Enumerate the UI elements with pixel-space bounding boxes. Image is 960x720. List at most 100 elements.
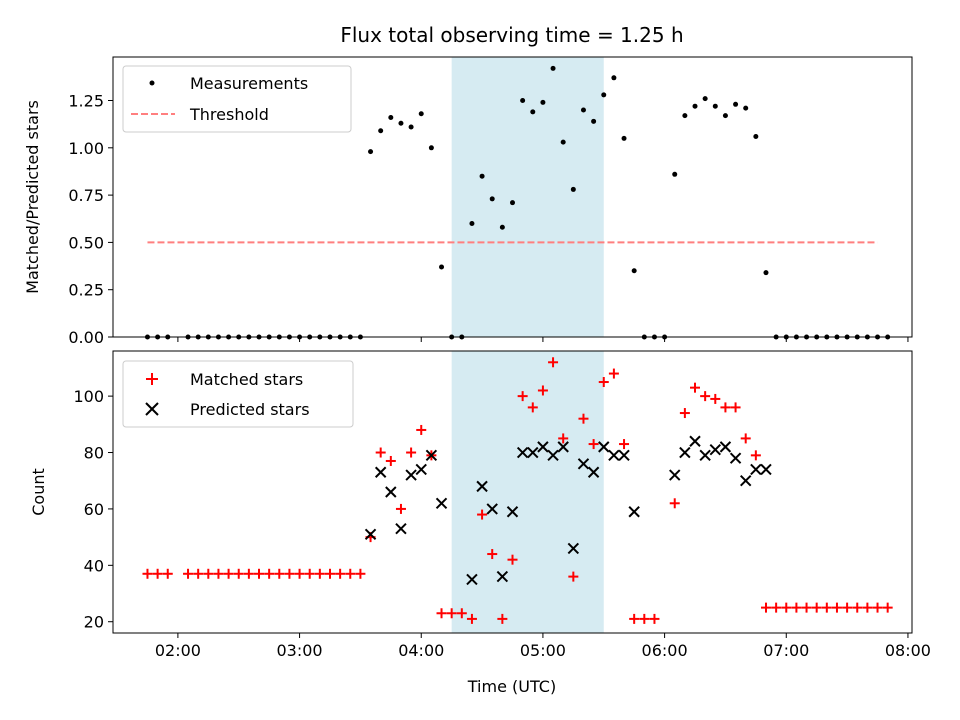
matched-stars-point	[183, 568, 194, 579]
legend-label-predicted-stars: Predicted stars	[190, 400, 310, 419]
matched-stars-point	[304, 568, 315, 579]
y-tick-label: 40	[84, 556, 104, 575]
measurements-point	[591, 118, 597, 124]
matched-stars-point	[314, 568, 325, 579]
predicted-stars-point	[577, 458, 590, 470]
predicted-stars-point	[537, 441, 549, 453]
matched-stars-point	[497, 613, 508, 624]
measurements-point	[378, 128, 384, 134]
matched-stars-point	[223, 568, 234, 579]
matched-stars-point	[750, 450, 761, 461]
matched-stars-point	[355, 568, 366, 579]
matched-stars-point	[669, 498, 680, 509]
matched-stars-point	[507, 554, 518, 565]
matched-stars-point	[649, 613, 660, 624]
predicted-stars-point	[760, 463, 772, 476]
y-tick-label: 100	[73, 387, 104, 406]
x-tick-label: 04:00	[398, 641, 444, 660]
x-tick-label: 07:00	[763, 641, 809, 660]
predicted-stars-point	[750, 463, 762, 476]
predicted-stars-point	[567, 542, 580, 555]
predicted-stars-point	[689, 435, 701, 447]
y-tick-label: 0.25	[68, 281, 104, 300]
measurements-point	[672, 171, 678, 177]
matched-stars-point	[558, 433, 569, 444]
chart-title: Flux total observing time = 1.25 h	[340, 23, 683, 47]
matched-stars-point	[608, 368, 619, 379]
measurements-point	[479, 173, 485, 179]
predicted-stars-point	[699, 449, 711, 462]
matched-stars-point	[781, 602, 792, 613]
measurements-point	[570, 186, 576, 192]
predicted-stars-point	[435, 497, 448, 509]
predicted-stars-point	[506, 506, 519, 518]
predicted-stars-point	[374, 466, 387, 478]
matched-stars-point	[639, 613, 650, 624]
predicted-stars-point	[669, 469, 681, 481]
matched-stars-point	[233, 568, 244, 579]
measurements-point	[702, 96, 708, 102]
predicted-stars-point	[740, 475, 752, 487]
matched-stars-point	[213, 568, 224, 579]
predicted-stars-point	[608, 449, 620, 462]
legend-label-threshold: Threshold	[189, 105, 269, 124]
matched-stars-point	[619, 439, 630, 450]
matched-stars-point	[679, 408, 690, 419]
matched-stars-point	[395, 503, 406, 514]
matched-stars-point	[335, 568, 346, 579]
predicted-stars-point	[557, 441, 569, 453]
x-tick-label: 03:00	[277, 641, 323, 660]
bottom-panel: 02:00 03:00 04:00 05:00 06:00 07:00 08:00 20 40 6…	[29, 350, 931, 696]
matched-stars-point	[375, 447, 386, 458]
matched-stars-point	[416, 424, 427, 435]
measurements-point	[368, 149, 374, 155]
predicted-stars-point	[679, 446, 691, 459]
matched-stars-point	[588, 439, 599, 450]
measurements-point	[439, 264, 445, 270]
measurements-point	[530, 109, 536, 115]
matched-stars-point	[193, 568, 204, 579]
predicted-stars-point	[709, 443, 721, 456]
matched-stars-point	[821, 602, 832, 613]
matched-stars-point	[629, 613, 640, 624]
predicted-stars-point	[415, 463, 427, 476]
measurements-point	[540, 99, 546, 105]
matched-stars-point	[700, 391, 711, 402]
predicted-stars-point	[527, 446, 539, 459]
matched-stars-point	[791, 602, 802, 613]
predicted-stars-point	[405, 469, 417, 481]
matched-stars-point	[527, 402, 538, 413]
legend-label-matched-stars: Matched stars	[190, 370, 303, 389]
bottom-legend: Matched stars Predicted stars	[122, 360, 354, 428]
matched-stars-point	[152, 568, 163, 579]
y-tick-label: 80	[84, 444, 104, 463]
matched-stars-point	[710, 393, 721, 404]
matched-stars-point	[801, 602, 812, 613]
measurements-point	[611, 75, 617, 81]
x-tick-label: 05:00	[520, 641, 566, 660]
matched-stars-point	[740, 433, 751, 444]
matched-stars-point	[771, 602, 782, 613]
measurements-point	[428, 145, 434, 151]
matched-stars-point	[578, 413, 589, 424]
matched-stars-point	[872, 602, 883, 613]
y-tick-label: 60	[84, 500, 104, 519]
legend-marker-predicted-stars	[145, 402, 159, 416]
matched-stars-point	[760, 602, 771, 613]
matched-stars-point	[852, 602, 863, 613]
matched-stars-point	[811, 602, 822, 613]
y-tick-label: 0.00	[68, 328, 104, 347]
top-panel: 0.00 0.25 0.50 0.75 1.00 1.25 Matched/Predict…	[23, 56, 913, 347]
matched-stars-point	[882, 602, 893, 613]
measurements-point	[560, 139, 566, 145]
predicted-stars-point	[466, 573, 478, 586]
y-tick-label: 1.00	[68, 139, 104, 158]
measurements-point	[682, 113, 688, 119]
measurements-point	[601, 92, 607, 98]
measurements-point	[510, 200, 515, 206]
matched-stars-point	[345, 568, 356, 579]
matched-stars-point	[487, 549, 498, 560]
highlight-span	[451, 351, 604, 633]
measurements-point	[763, 270, 769, 276]
matched-stars-point	[598, 377, 609, 388]
